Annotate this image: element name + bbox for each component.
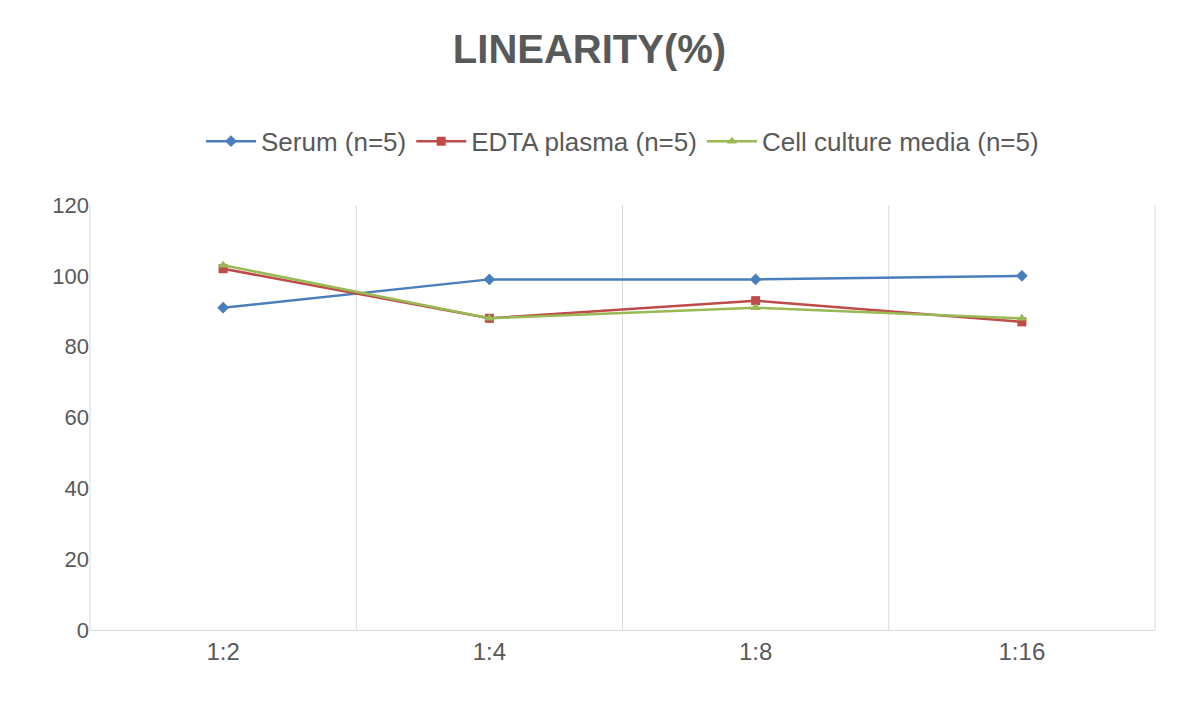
svg-text:EDTA plasma (n=5): EDTA plasma (n=5): [471, 127, 697, 157]
svg-text:20: 20: [65, 547, 89, 572]
svg-text:80: 80: [65, 334, 89, 359]
svg-text:Cell culture media (n=5): Cell culture media (n=5): [762, 127, 1039, 157]
svg-text:120: 120: [52, 193, 89, 218]
svg-text:LINEARITY(%): LINEARITY(%): [453, 27, 726, 71]
svg-text:1:2: 1:2: [206, 638, 239, 665]
svg-text:1:16: 1:16: [999, 638, 1046, 665]
svg-text:40: 40: [65, 476, 89, 501]
svg-text:1:8: 1:8: [739, 638, 772, 665]
svg-text:60: 60: [65, 405, 89, 430]
svg-text:0: 0: [77, 618, 89, 643]
svg-text:Serum (n=5): Serum (n=5): [261, 127, 406, 157]
svg-text:100: 100: [52, 264, 89, 289]
svg-text:1:4: 1:4: [473, 638, 506, 665]
